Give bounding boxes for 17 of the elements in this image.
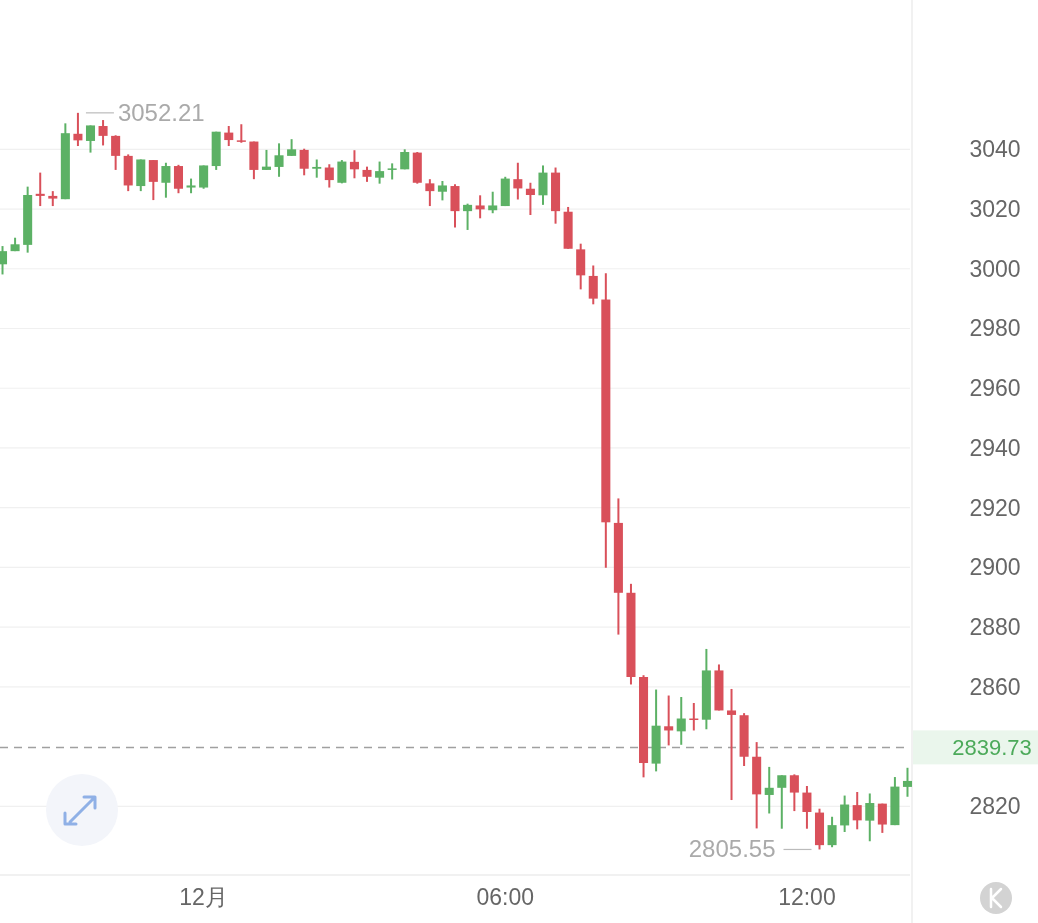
y-tick-label: 3040 — [969, 136, 1021, 163]
annotation: 2805.55 — [688, 835, 776, 863]
y-tick-label: 3000 — [969, 255, 1021, 282]
annotation: 3052.21 — [117, 98, 205, 126]
y-tick-label: 2820 — [969, 793, 1021, 820]
y-tick-label: 2920 — [969, 494, 1021, 521]
x-tick-label: 06:00 — [476, 884, 535, 910]
x-tick-label: 12:00 — [778, 884, 836, 910]
y-tick-label: 2880 — [969, 614, 1021, 641]
y-tick-label: 2860 — [969, 673, 1021, 700]
ref-line-label: 2839.73 — [952, 735, 1032, 761]
y-tick-label: 2940 — [969, 434, 1021, 461]
y-tick-label: 2900 — [969, 554, 1021, 581]
y-tick-label: 2960 — [969, 375, 1021, 402]
y-tick-label: 3020 — [969, 196, 1021, 223]
y-tick-label: 2980 — [969, 315, 1021, 342]
x-tick-label: 12月 — [179, 884, 228, 910]
